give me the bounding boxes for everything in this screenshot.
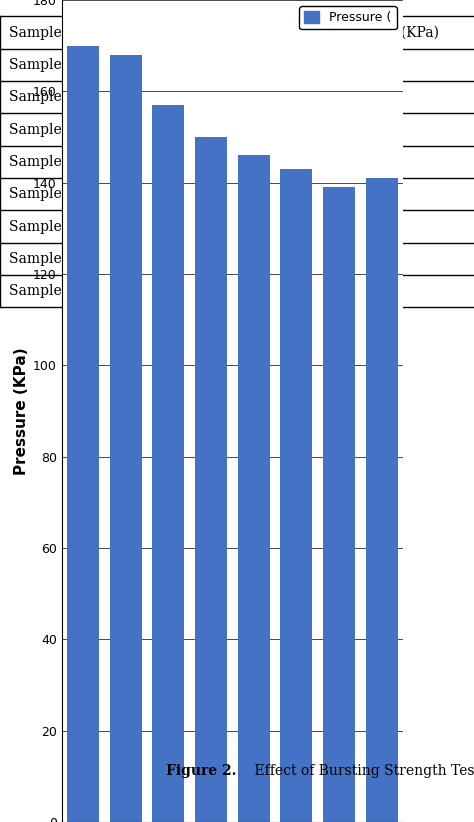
Text: 157: 157 [373, 122, 400, 136]
Text: Sample 4: Sample 4 [9, 155, 75, 169]
Text: 170: 170 [373, 58, 400, 72]
Text: 143: 143 [373, 219, 400, 233]
Text: Sample No.: Sample No. [9, 25, 91, 39]
Text: Shade Variation: Shade Variation [164, 25, 277, 39]
Text: 141: 141 [373, 284, 400, 298]
Text: Pressure (KPa): Pressure (KPa) [334, 25, 439, 39]
Text: 2%: 2% [210, 90, 231, 104]
Text: 4%: 4% [210, 155, 231, 169]
Text: Effect of Bursting Strength Test: Effect of Bursting Strength Test [237, 764, 474, 778]
Bar [109, 55, 142, 822]
Text: 8%: 8% [210, 284, 231, 298]
Text: 150: 150 [373, 155, 400, 169]
Bar [365, 178, 398, 822]
Bar [152, 105, 184, 822]
Bar [323, 187, 355, 822]
Legend: Pressure (: Pressure ( [300, 7, 397, 30]
Text: Sample 8: Sample 8 [9, 284, 75, 298]
Text: 5%: 5% [210, 187, 231, 201]
Text: Sample 2: Sample 2 [9, 90, 75, 104]
Text: Sample 3: Sample 3 [9, 122, 75, 136]
Text: 139: 139 [373, 252, 400, 266]
Text: 1%: 1% [210, 58, 231, 72]
Bar [67, 46, 99, 822]
Bar [195, 137, 227, 822]
Bar [237, 155, 270, 822]
Text: 6%: 6% [210, 219, 231, 233]
Text: 146: 146 [373, 187, 400, 201]
Text: Sample 5: Sample 5 [9, 187, 75, 201]
Bar [280, 169, 312, 822]
Text: Sample 1: Sample 1 [9, 58, 75, 72]
Text: 3%: 3% [210, 122, 231, 136]
Text: 7%: 7% [210, 252, 231, 266]
Text: Sample 6: Sample 6 [9, 219, 75, 233]
Text: Figure 2.: Figure 2. [166, 764, 237, 778]
Text: 168: 168 [373, 90, 400, 104]
Text: Sample 7: Sample 7 [9, 252, 75, 266]
Y-axis label: Pressure (KPa): Pressure (KPa) [14, 347, 29, 475]
